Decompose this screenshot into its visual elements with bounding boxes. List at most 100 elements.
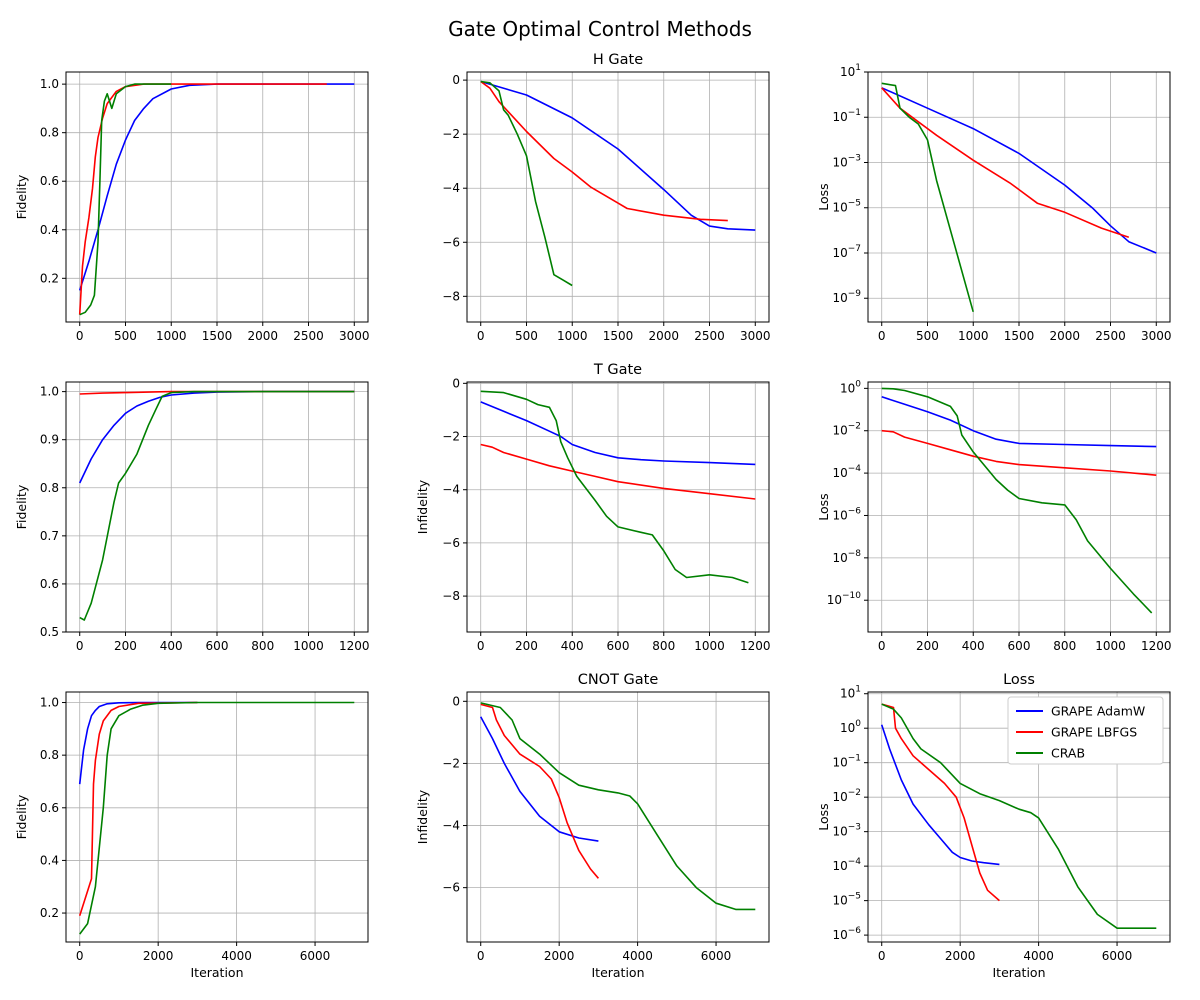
panel-6: 0 200 400 600 800 1000 1200 100 10−2 10−4 10−6 10−8… [816,379,1172,653]
y-tick-label: 1.0 [40,77,59,91]
series-line-grape-adamw [881,87,1157,254]
y-tick-label: 0.2 [40,271,59,285]
x-tick-label: 200 [916,639,939,653]
x-tick-label: 1000 [694,639,725,653]
x-tick-label: 2000 [648,329,679,343]
panel-4: 0 200 400 600 800 1000 1200 0.5 0.6 0.7 0.8 0.9 1.0 F… [14,381,370,653]
y-tick-label: 10−3 [832,153,861,169]
y-tick-label: 0.5 [40,625,59,639]
axes-frame [867,71,1171,323]
y-tick-label: 0.8 [40,126,59,140]
y-tick-label: −2 [442,756,460,770]
series-line-grape-adamw [480,401,756,466]
x-tick-label: 1200 [339,639,370,653]
x-tick-label: 0 [477,329,485,343]
x-tick-label: 200 [515,639,538,653]
x-tick-label: 1000 [1095,639,1126,653]
y-tick-exponent: −1 [848,754,861,764]
y-tick-label: −4 [442,483,460,497]
x-tick-label: 4000 [221,949,252,963]
y-tick-label: 101 [840,685,861,701]
y-tick-label: −6 [442,881,460,895]
panel-7: 0 2000 4000 6000 0.2 0.4 0.6 0.8 1.0 Fidelity Iter… [14,691,369,980]
x-tick-label: 800 [251,639,274,653]
y-tick-label: 10−1 [832,108,861,124]
y-tick-exponent: −5 [848,892,861,902]
x-tick-label: 2000 [247,329,278,343]
y-axis-label: Fidelity [14,794,29,839]
y-axis-label: Loss [816,803,831,830]
series-group [479,702,756,911]
x-tick-label: 2500 [293,329,324,343]
x-tick-label: 1000 [293,639,324,653]
y-tick-exponent: 0 [855,719,861,729]
series-line-crab [480,390,749,584]
axes-frame [466,71,770,323]
panel-9: 0 2000 4000 600010110010−110−210−310−410−51… [816,672,1171,980]
axes-frame [466,691,770,943]
axes-frame [867,381,1171,633]
series-line-crab [79,701,355,935]
y-tick-label: 10−7 [832,244,861,260]
series-line-crab [79,390,355,621]
x-tick-label: 1000 [557,329,588,343]
y-tick-label: −6 [442,235,460,249]
series-line-crab [480,702,756,911]
series-group [78,701,355,935]
x-tick-label: 2500 [694,329,725,343]
series-line-grape-lbfgs [480,703,600,879]
x-tick-label: 600 [607,639,630,653]
x-axis-label: Iteration [992,965,1045,980]
series-line-grape-adamw [479,716,599,842]
x-tick-label: 400 [160,639,183,653]
y-tick-exponent: −4 [848,464,862,474]
y-tick-label: 0 [452,694,460,708]
x-tick-label: 0 [878,329,886,343]
y-tick-exponent: −6 [848,506,862,516]
x-tick-label: 2500 [1095,329,1126,343]
series-line-crab [79,83,172,316]
y-tick-label: −8 [442,589,460,603]
y-tick-label: 10−4 [832,464,861,480]
x-tick-label: 0 [477,639,485,653]
y-tick-label: 101 [840,63,861,79]
x-tick-label: 0 [76,329,84,343]
figure-suptitle: Gate Optimal Control Methods [448,17,752,41]
series-line-crab [881,703,1157,929]
series-line-grape-lbfgs [881,703,1000,902]
x-tick-label: 3000 [339,329,370,343]
x-axis-label: Iteration [591,965,644,980]
y-tick-label: 10−1 [832,754,861,770]
y-tick-label: 10−5 [832,199,861,215]
y-tick-label: 1.0 [40,385,59,399]
y-tick-label: −4 [442,181,460,195]
series-line-grape-lbfgs [78,83,327,315]
x-tick-label: 600 [1008,639,1031,653]
series-line-crab [881,387,1153,614]
x-tick-label: 1200 [740,639,771,653]
x-tick-label: 1000 [156,329,187,343]
x-tick-label: 800 [652,639,675,653]
y-tick-label: 100 [840,379,861,395]
y-tick-exponent: 1 [855,63,861,73]
series-line-grape-lbfgs [480,80,728,222]
x-tick-label: 0 [76,949,84,963]
y-axis-label: Loss [816,183,831,210]
y-tick-exponent: −7 [848,244,861,254]
series-line-crab [480,80,573,287]
panel-1: 0 500 1000 1500 2000 2500 3000 0.2 0.4 0.6 0.8 1.0 F… [14,71,370,343]
y-tick-label: 10−6 [832,506,861,522]
y-tick-exponent: −6 [848,926,862,936]
legend-label: GRAPE LBFGS [1051,725,1137,740]
y-tick-label: 0.2 [40,906,59,920]
y-tick-label: −8 [442,289,460,303]
x-tick-label: 1500 [1004,329,1035,343]
y-tick-label: 10−3 [832,823,861,839]
panel-title: T Gate [593,362,642,378]
x-tick-label: 0 [76,639,84,653]
axes-frame [466,381,770,633]
y-tick-label: 1.0 [40,696,59,710]
series-line-grape-lbfgs [881,429,1157,476]
y-tick-label: 0.8 [40,748,59,762]
